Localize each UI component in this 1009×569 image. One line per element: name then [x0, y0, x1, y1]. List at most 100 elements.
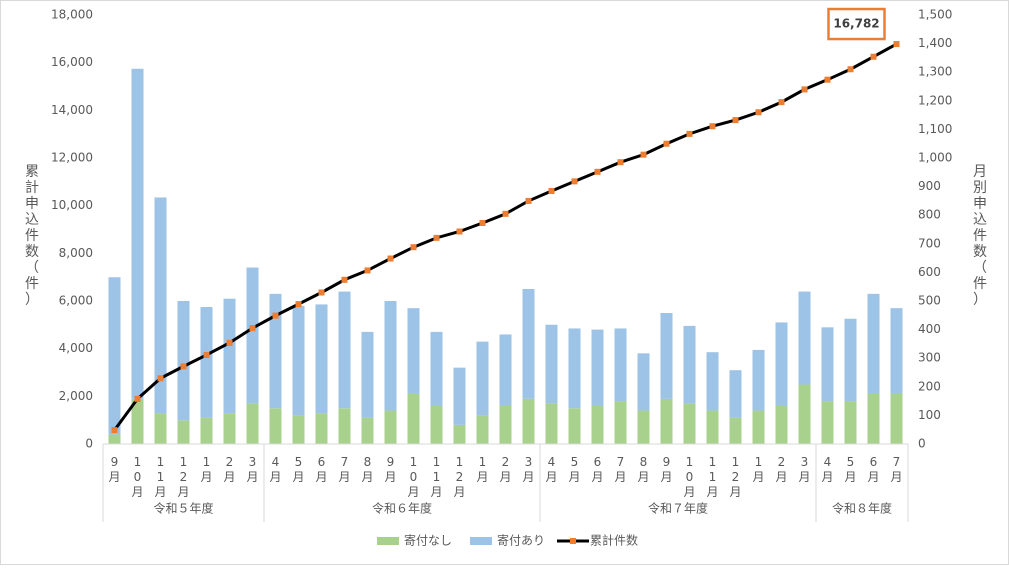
- y-tick-label: 6,000: [59, 294, 93, 308]
- bar-segment: [545, 403, 558, 444]
- bar-segment: [131, 68, 144, 399]
- bar-segment: [315, 304, 328, 414]
- y2-tick-label: 1,200: [918, 93, 952, 107]
- bar-segment: [315, 413, 328, 444]
- bar-segment: [798, 291, 811, 385]
- bar-segment: [637, 410, 650, 444]
- bar-segment: [844, 401, 857, 444]
- y2-tick-label: 1,300: [918, 65, 952, 79]
- bar-segment: [637, 353, 650, 411]
- line-marker: [525, 197, 532, 204]
- line-marker: [778, 99, 785, 106]
- bar-segment: [407, 308, 420, 394]
- line-marker: [180, 363, 187, 370]
- bar-segment: [430, 405, 443, 444]
- bar-segment: [384, 301, 397, 411]
- y-tick-label: 10,000: [51, 198, 93, 212]
- bar-segment: [568, 328, 581, 409]
- bar-segment: [499, 334, 512, 406]
- y-tick-label: 18,000: [51, 8, 93, 22]
- bar-segment: [867, 393, 880, 444]
- y2-tick-label: 1,400: [918, 36, 952, 50]
- y2-tick-label: 100: [918, 408, 941, 422]
- line-marker: [226, 339, 233, 346]
- y-tick-label: 8,000: [59, 246, 93, 260]
- line-marker: [571, 178, 578, 185]
- line-marker: [847, 66, 854, 73]
- y2-tick-label: 900: [918, 179, 941, 193]
- line-marker: [732, 117, 739, 124]
- line-marker: [617, 159, 624, 166]
- legend-swatch: [470, 537, 492, 545]
- bar-segment: [407, 393, 420, 444]
- legend-swatch: [377, 537, 399, 545]
- legend-label: 寄付なし: [404, 533, 452, 548]
- line-marker: [387, 255, 394, 262]
- bar-segment: [591, 329, 604, 406]
- y2-tick-label: 1,000: [918, 151, 952, 165]
- bar-segment: [246, 403, 259, 444]
- bar-segment: [752, 410, 765, 444]
- bar-segment: [614, 328, 627, 402]
- y2-tick-label: 1,500: [918, 8, 952, 22]
- bar-segment: [246, 267, 259, 404]
- bar-segment: [683, 325, 696, 404]
- bar-segment: [361, 417, 374, 444]
- bar-segment: [499, 405, 512, 444]
- bar-segment: [223, 413, 236, 444]
- legend-label: 累計件数: [590, 533, 638, 548]
- bar-segment: [890, 393, 903, 444]
- line-marker: [479, 219, 486, 226]
- group-label: 令和８年度: [832, 501, 892, 516]
- legend-label: 寄付あり: [497, 533, 545, 548]
- line-marker: [548, 187, 555, 194]
- bar-segment: [430, 331, 443, 406]
- group-label: 令和５年度: [153, 501, 213, 516]
- bar-segment: [821, 401, 834, 444]
- line-marker: [111, 427, 118, 434]
- line-marker: [203, 351, 210, 358]
- bar-segment: [200, 307, 213, 418]
- bar-segment: [269, 408, 282, 444]
- line-marker: [801, 86, 808, 93]
- line-marker: [663, 140, 670, 147]
- line-marker: [709, 123, 716, 130]
- bar-segment: [453, 424, 466, 444]
- y2-tick-label: 500: [918, 294, 941, 308]
- bar-segment: [338, 408, 351, 444]
- bar-segment: [614, 401, 627, 444]
- group-label: 令和６年度: [372, 501, 432, 516]
- line-marker: [755, 109, 762, 116]
- bar-segment: [177, 420, 190, 444]
- bar-segment: [131, 398, 144, 444]
- bar-segment: [706, 410, 719, 444]
- bar-segment: [177, 301, 190, 421]
- y-tick-label: 14,000: [51, 103, 93, 117]
- line-marker: [433, 234, 440, 241]
- line-marker: [134, 395, 141, 402]
- bar-segment: [844, 318, 857, 402]
- bar-segment: [752, 349, 765, 411]
- bar-segment: [154, 413, 167, 444]
- y2-tick-label: 400: [918, 322, 941, 336]
- y2-tick-label: 700: [918, 236, 941, 250]
